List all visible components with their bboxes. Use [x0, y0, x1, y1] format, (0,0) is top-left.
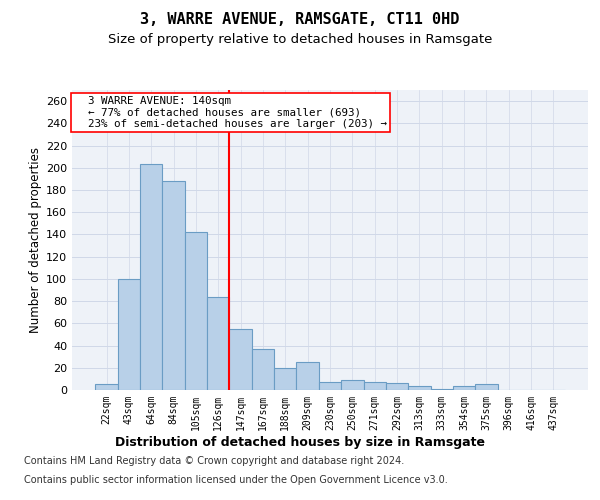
Y-axis label: Number of detached properties: Number of detached properties	[29, 147, 42, 333]
Bar	[163, 181, 185, 390]
Bar	[252, 349, 274, 390]
Bar	[274, 368, 296, 390]
Bar	[386, 384, 408, 390]
Bar	[229, 329, 252, 390]
Text: Distribution of detached houses by size in Ramsgate: Distribution of detached houses by size …	[115, 436, 485, 449]
Bar	[408, 386, 431, 390]
Text: Contains HM Land Registry data © Crown copyright and database right 2024.: Contains HM Land Registry data © Crown c…	[24, 456, 404, 466]
Bar	[475, 384, 497, 390]
Bar	[319, 382, 341, 390]
Bar	[140, 164, 163, 390]
Text: Contains public sector information licensed under the Open Government Licence v3: Contains public sector information licen…	[24, 475, 448, 485]
Bar	[453, 386, 475, 390]
Bar	[341, 380, 364, 390]
Bar	[364, 382, 386, 390]
Bar	[296, 362, 319, 390]
Bar	[118, 279, 140, 390]
Text: 3, WARRE AVENUE, RAMSGATE, CT11 0HD: 3, WARRE AVENUE, RAMSGATE, CT11 0HD	[140, 12, 460, 28]
Bar	[207, 296, 229, 390]
Bar	[185, 232, 207, 390]
Bar	[95, 384, 118, 390]
Bar	[431, 389, 453, 390]
Text: 3 WARRE AVENUE: 140sqm
  ← 77% of detached houses are smaller (693)
  23% of sem: 3 WARRE AVENUE: 140sqm ← 77% of detached…	[74, 96, 386, 129]
Text: Size of property relative to detached houses in Ramsgate: Size of property relative to detached ho…	[108, 32, 492, 46]
